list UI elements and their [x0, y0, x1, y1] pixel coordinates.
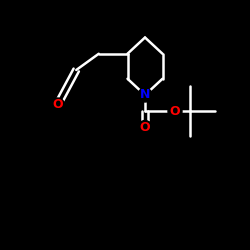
Text: O: O [52, 98, 63, 112]
Text: O: O [140, 121, 150, 134]
Circle shape [50, 98, 64, 112]
Text: N: N [140, 88, 150, 102]
Circle shape [138, 88, 152, 102]
Circle shape [168, 104, 182, 118]
Text: O: O [170, 105, 180, 118]
Circle shape [138, 120, 152, 134]
